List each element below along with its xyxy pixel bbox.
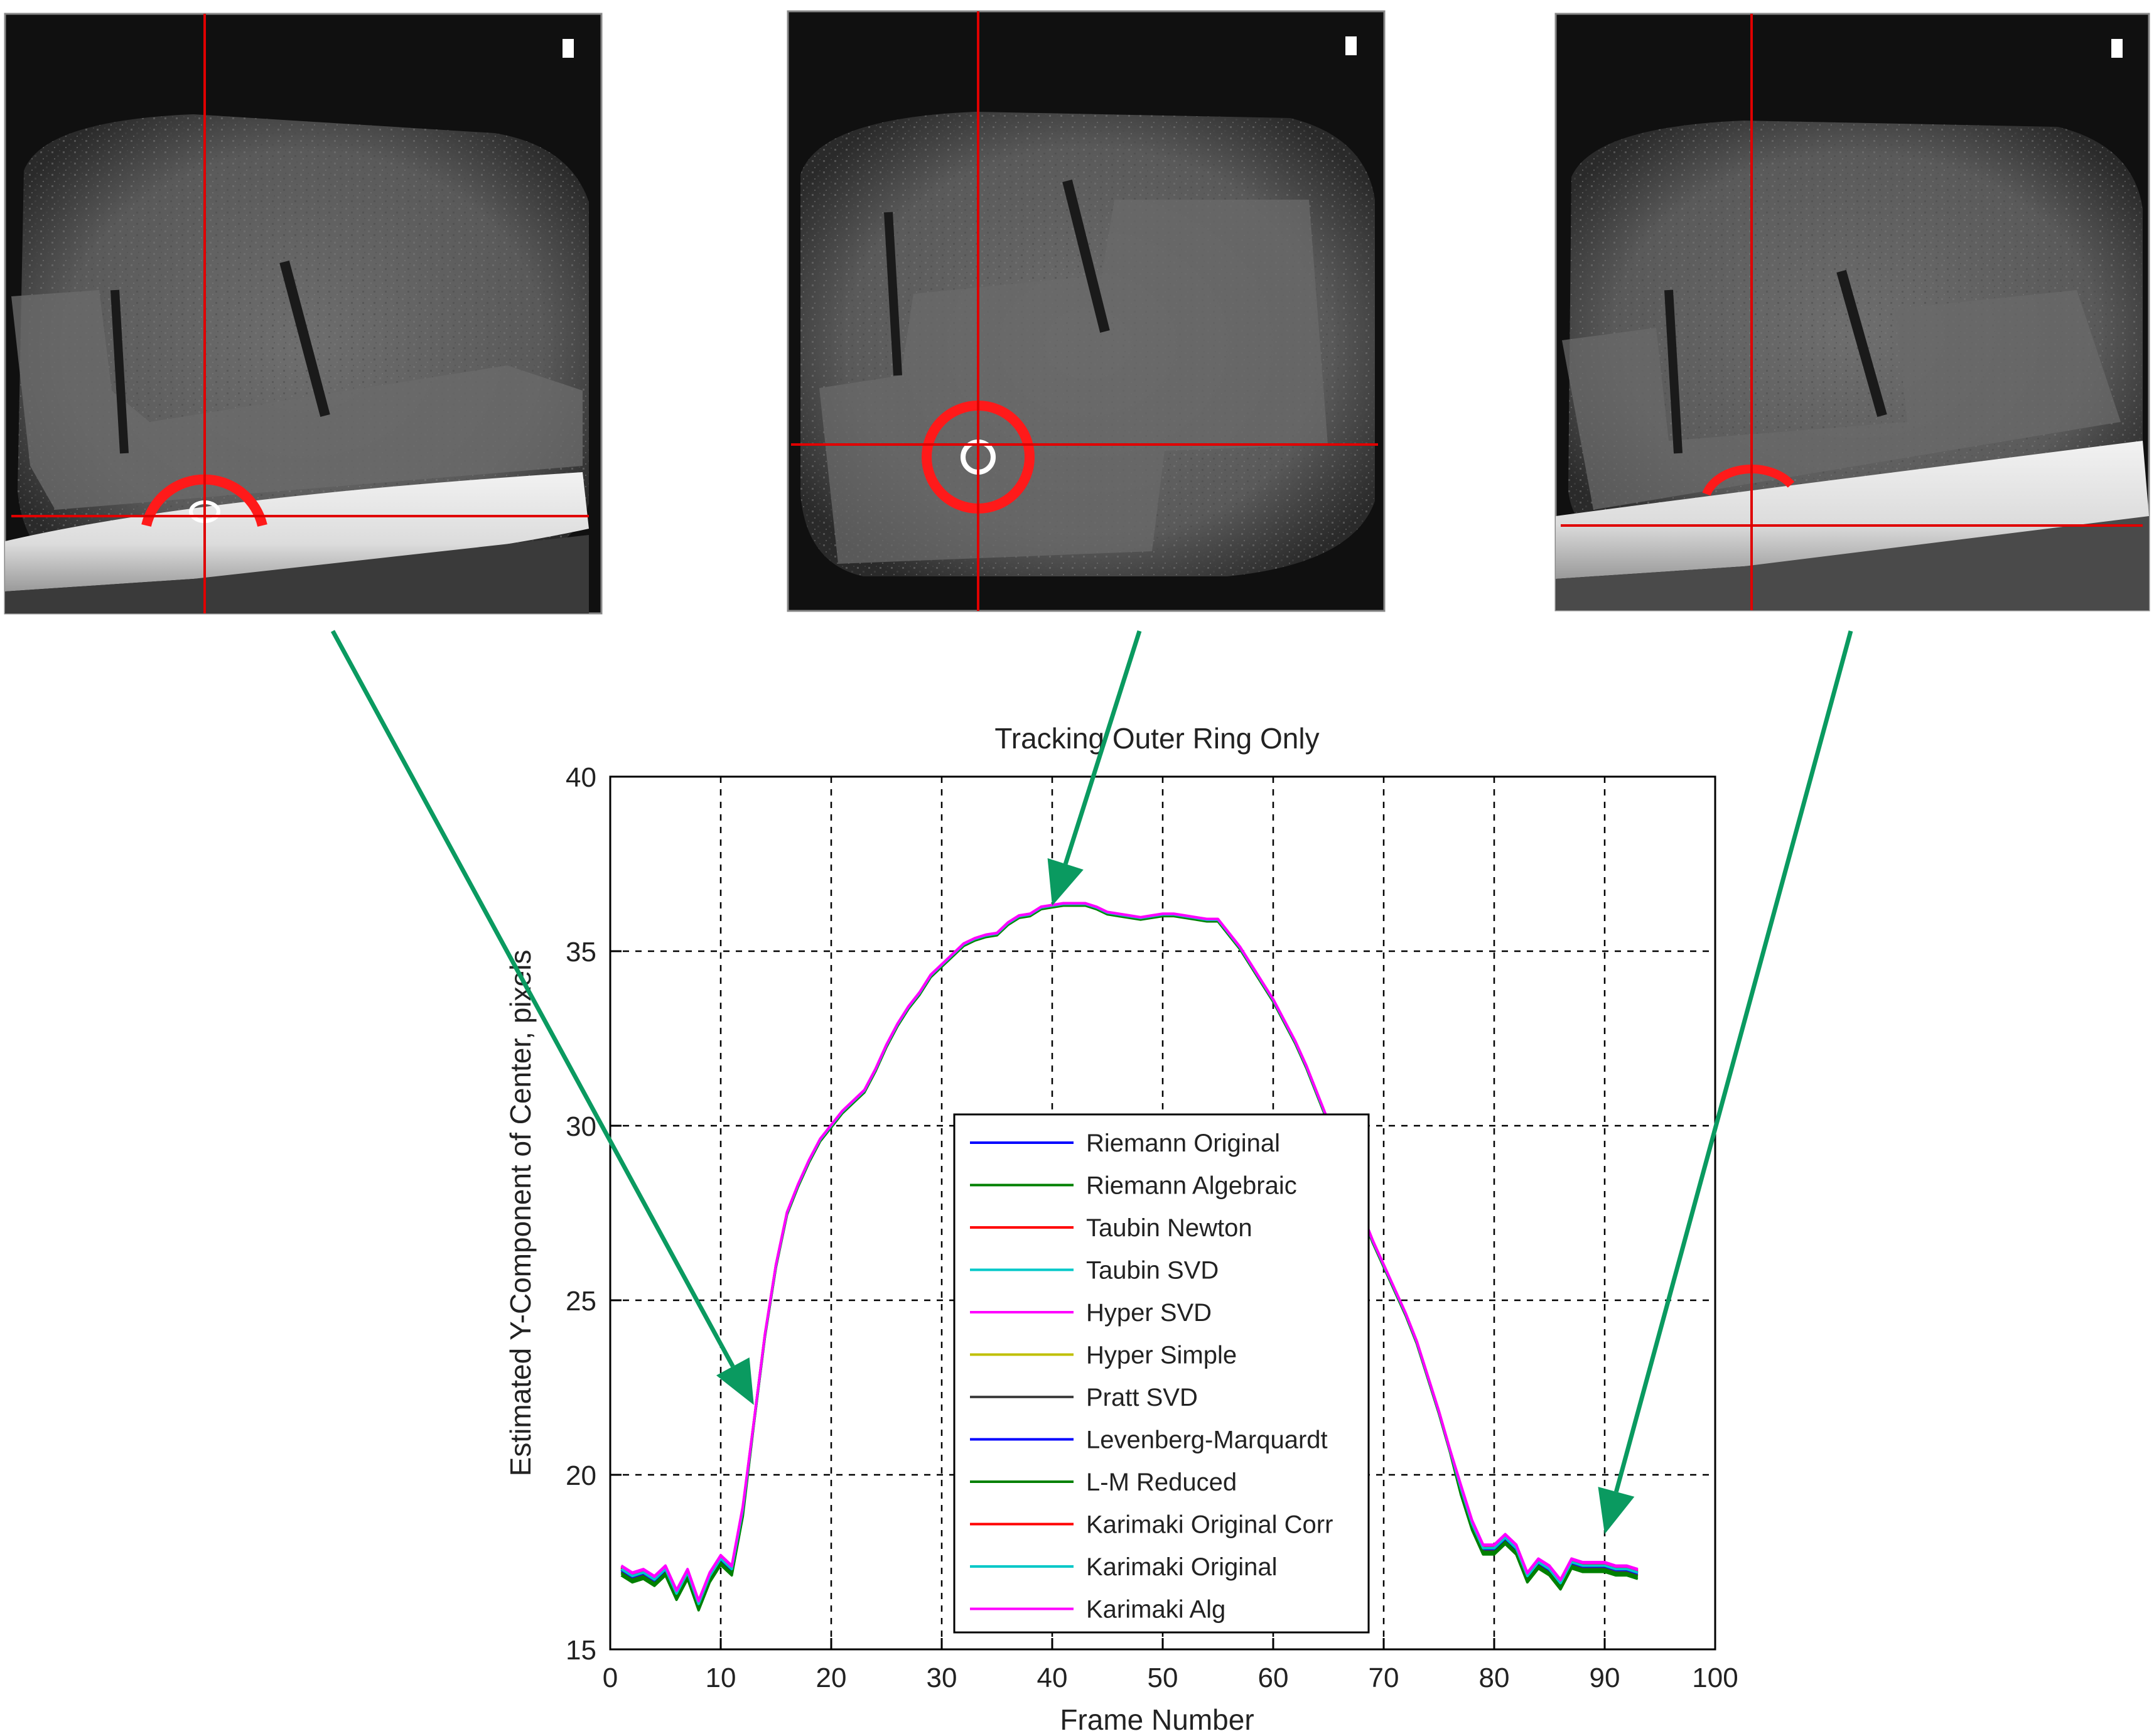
y-axis-label: Estimated Y-Component of Center, pixels	[504, 950, 537, 1477]
target-ring	[1702, 465, 1795, 496]
x-tick-label: 70	[1369, 1663, 1399, 1693]
x-axis-label: Frame Number	[1060, 1703, 1254, 1736]
legend: Riemann Original Riemann Algebraic Taubin …	[953, 1113, 1370, 1634]
chart-title: Tracking Outer Ring Only	[994, 722, 1319, 755]
annotation-arrows	[330, 630, 1853, 1534]
y-tick-label: 25	[566, 1286, 596, 1317]
y-tick-label: 20	[566, 1460, 596, 1491]
x-tick-label: 60	[1258, 1663, 1289, 1693]
dark-slot	[884, 212, 902, 376]
x-tick-label: 100	[1692, 1663, 1738, 1693]
legend-label: Hyper Simple	[1086, 1342, 1237, 1369]
annotation-arrow-1	[330, 630, 735, 1367]
legend-label: Karimaki Original	[1086, 1553, 1278, 1581]
x-tick-label: 40	[1037, 1663, 1068, 1693]
x-tick-label: 20	[816, 1663, 847, 1693]
fixture-shape	[1562, 290, 2121, 510]
x-tick-label: 30	[927, 1663, 957, 1693]
x-tick-labels: 0 10 20 30 40 50 60 70 80 90 100	[603, 1663, 1738, 1693]
arrow-head-3	[1598, 1487, 1635, 1534]
legend-label: Karimaki Original Corr	[1086, 1511, 1333, 1539]
camera-frame-1	[4, 13, 603, 615]
y-tick-label: 35	[566, 937, 596, 968]
y-tick-label: 15	[566, 1635, 596, 1666]
annotation-arrow-3	[1614, 630, 1853, 1492]
x-tick-label: 0	[603, 1663, 618, 1693]
legend-label: Taubin Newton	[1086, 1214, 1252, 1242]
line-chart: Tracking Outer Ring Only 0 10 20 30 40 50 60 70…	[504, 722, 1738, 1736]
lower-shadow	[5, 535, 589, 613]
legend-label: Levenberg-Marquardt	[1086, 1426, 1328, 1454]
legend-label: Hyper SVD	[1086, 1299, 1212, 1327]
legend-label: L-M Reduced	[1086, 1469, 1237, 1496]
dark-slot	[110, 289, 129, 454]
series-line-11	[620, 902, 1639, 1603]
corner-speck	[2111, 39, 2123, 58]
camera-frame-2	[787, 10, 1386, 612]
x-tick-label: 80	[1479, 1663, 1510, 1693]
legend-label: Pratt SVD	[1086, 1384, 1198, 1411]
camera-frame-3	[1554, 13, 2150, 612]
annotation-arrow-2	[1063, 630, 1142, 865]
y-tick-label: 40	[566, 762, 596, 793]
y-tick-labels: 15 20 25 30 35 40	[566, 762, 596, 1666]
x-tick-label: 50	[1148, 1663, 1178, 1693]
arrow-head-2	[1047, 858, 1084, 906]
legend-label: Riemann Original	[1086, 1129, 1280, 1157]
x-tick-label: 90	[1590, 1663, 1620, 1693]
y-tick-label: 30	[566, 1111, 596, 1142]
legend-label: Riemann Algebraic	[1086, 1172, 1297, 1200]
arrow-head-1	[716, 1357, 754, 1405]
series-lines	[620, 902, 1639, 1612]
corner-speck	[1345, 36, 1357, 55]
bright-strip	[1556, 441, 2149, 579]
legend-items: Riemann Original Riemann Algebraic Taubin …	[970, 1129, 1333, 1624]
dark-slot-2	[279, 260, 330, 418]
corner-speck	[563, 39, 574, 58]
fixture-shape	[11, 290, 583, 510]
bright-strip	[5, 472, 589, 591]
dark-slot	[1664, 289, 1683, 454]
lower-support	[1556, 516, 2149, 610]
fixture-shape	[819, 200, 1328, 564]
legend-box	[953, 1113, 1370, 1634]
dark-slot-2	[1062, 180, 1110, 333]
dark-slot-2	[1836, 269, 1887, 418]
legend-label: Taubin SVD	[1086, 1257, 1219, 1285]
x-tick-label: 10	[706, 1663, 736, 1693]
legend-label: Karimaki Alg	[1086, 1596, 1225, 1624]
